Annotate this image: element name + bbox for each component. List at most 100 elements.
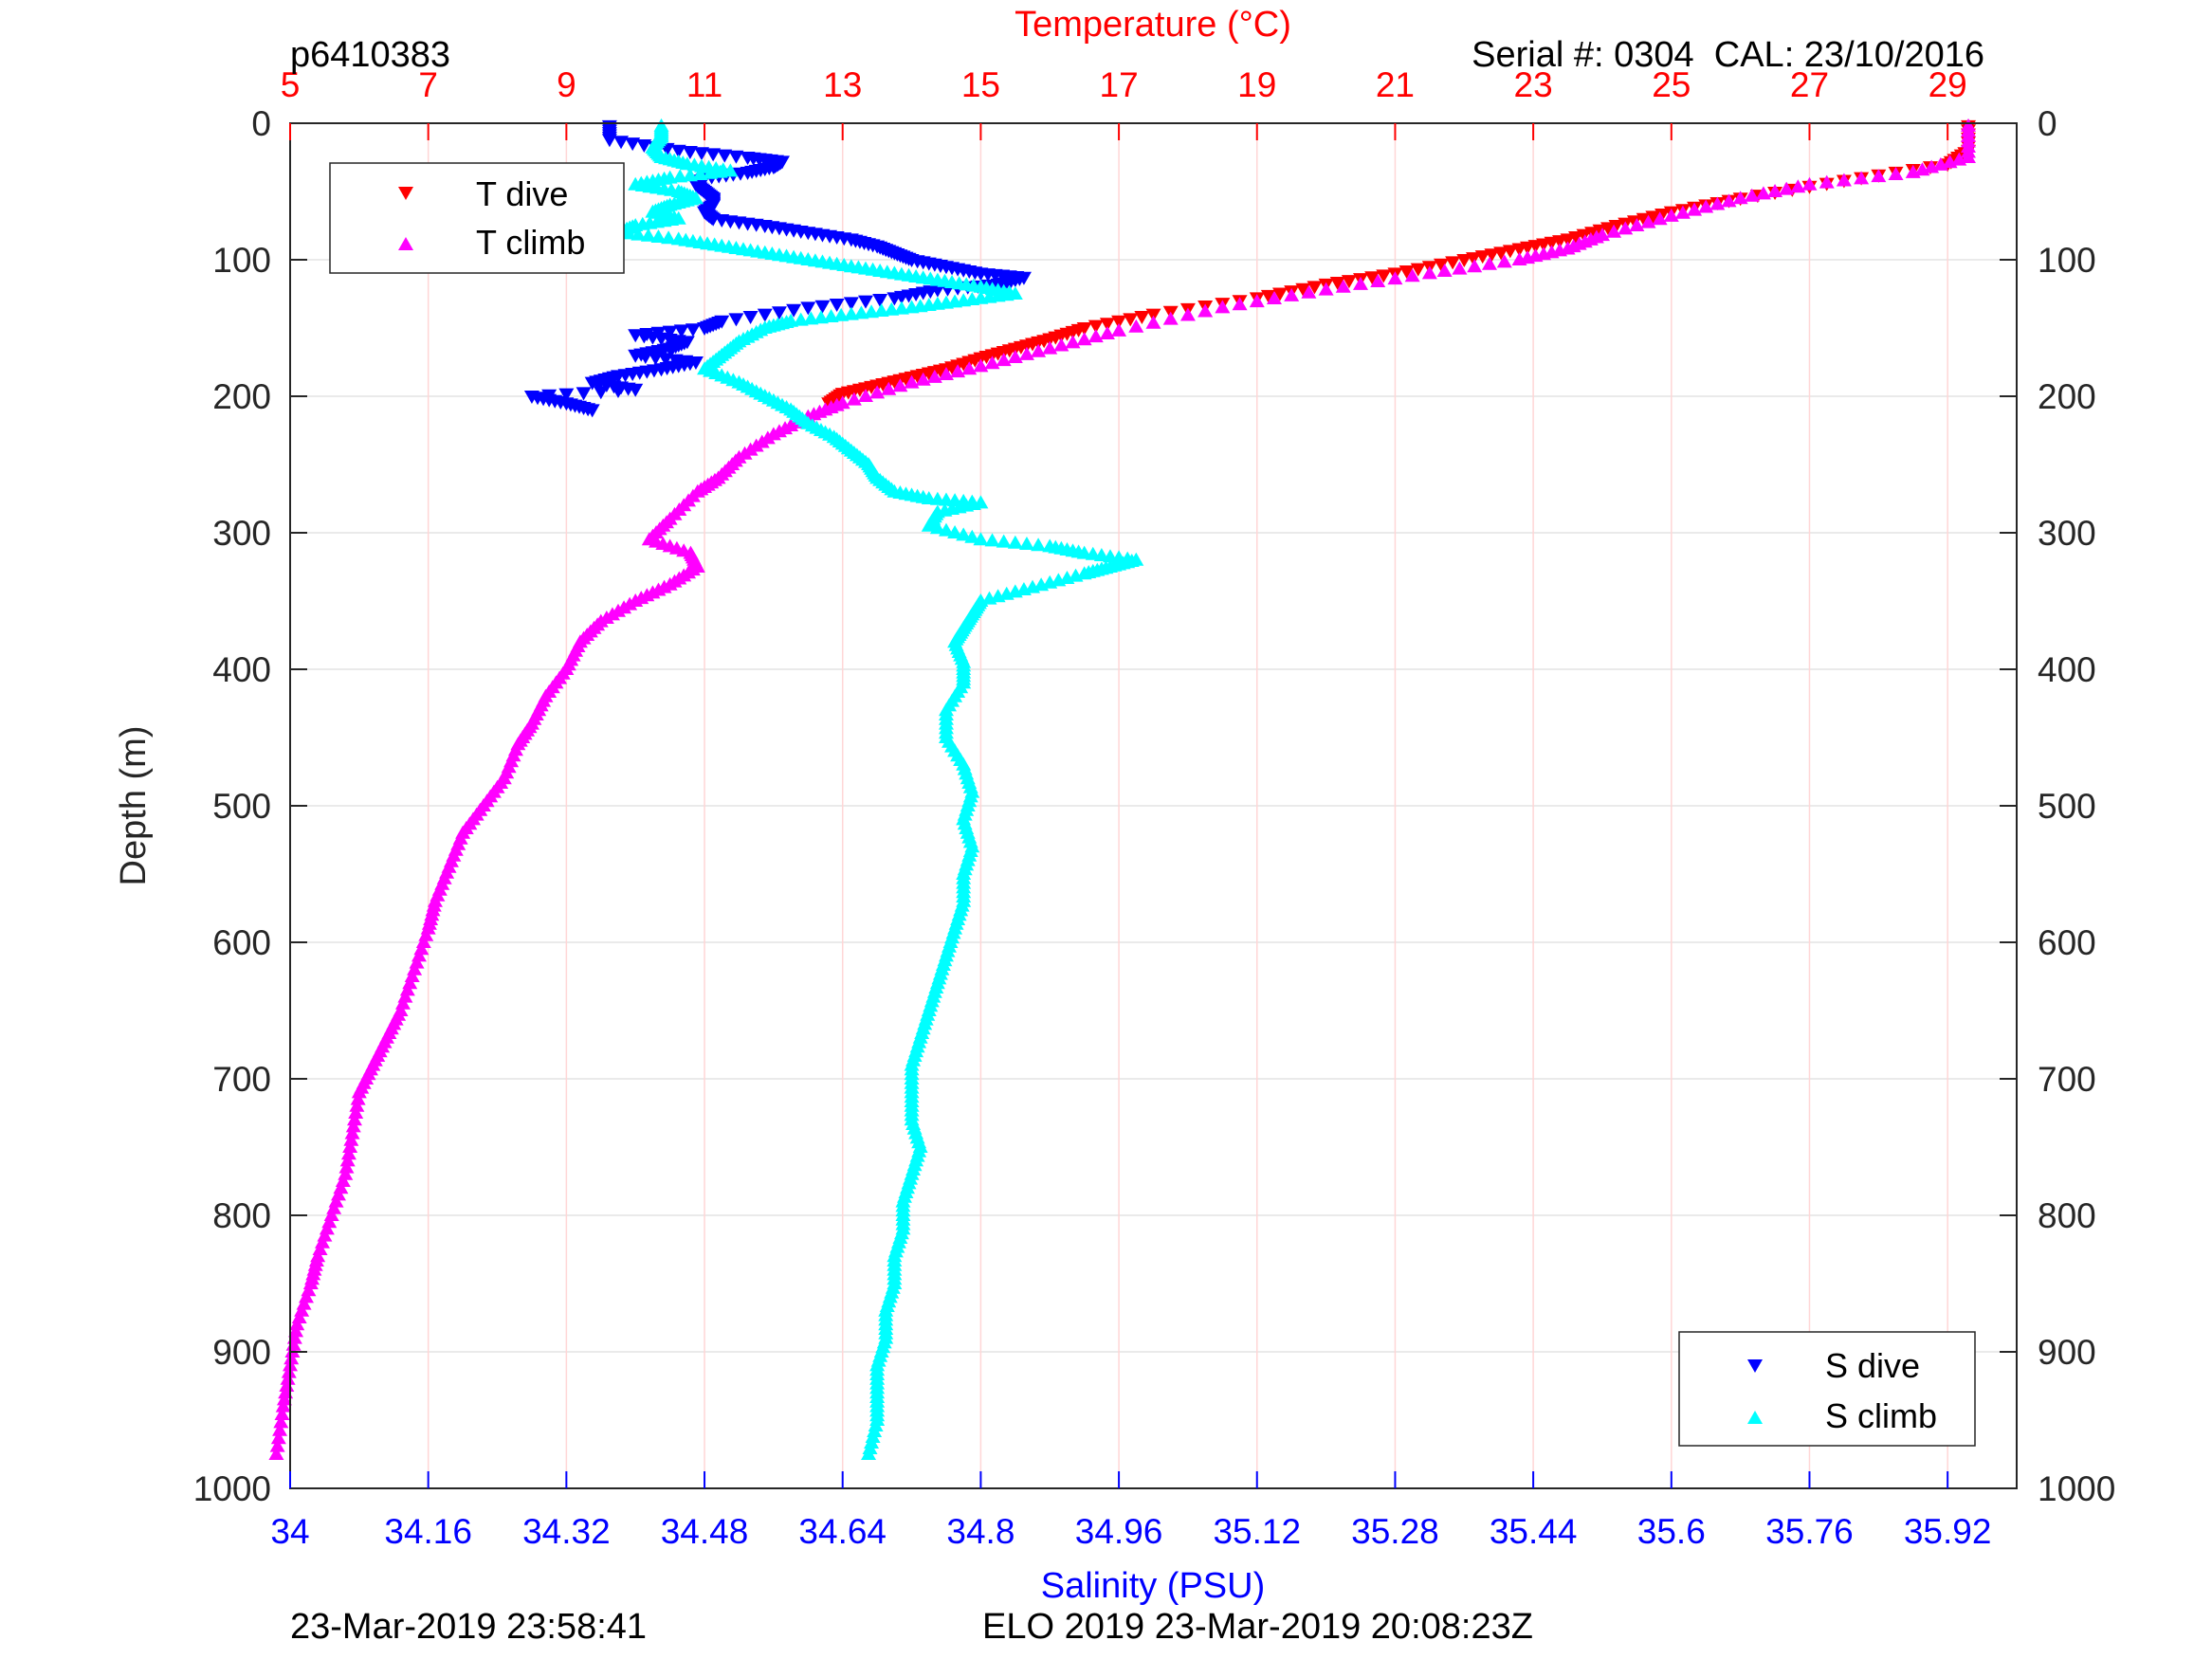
t-climb-marker xyxy=(1128,319,1144,333)
t-climb-marker xyxy=(1606,224,1622,238)
depth-tick-label-right: 1000 xyxy=(2038,1469,2115,1508)
depth-tick-label-right: 100 xyxy=(2038,241,2096,280)
temperature-legend-box xyxy=(329,162,625,274)
t-dive-marker xyxy=(1341,275,1357,289)
t-climb-marker xyxy=(1801,176,1818,191)
t-climb-marker xyxy=(1197,303,1214,318)
t-climb-marker xyxy=(846,392,862,406)
t-dive-marker xyxy=(1434,258,1449,272)
t-climb-marker xyxy=(1179,307,1196,321)
s-climb-marker xyxy=(793,312,809,326)
s-dive-marker xyxy=(628,383,644,397)
t-climb-marker xyxy=(1007,349,1023,363)
t-dive-marker xyxy=(821,397,837,411)
depth-tick-label-left: 200 xyxy=(212,377,271,416)
s-climb-marker xyxy=(1007,584,1023,598)
t-climb-marker xyxy=(961,361,978,375)
series-t-climb xyxy=(268,118,1977,1460)
t-climb-marker xyxy=(1779,181,1795,195)
t-climb-marker xyxy=(1404,268,1420,283)
s-climb-marker xyxy=(864,304,880,319)
t-dive-marker xyxy=(1445,256,1461,270)
t-climb-marker xyxy=(1914,162,1930,176)
temperature-tick-label: 5 xyxy=(281,65,301,104)
depth-tick-label-left: 0 xyxy=(251,104,271,143)
t-dive-marker xyxy=(1329,277,1345,290)
t-climb-marker xyxy=(289,1317,305,1331)
t-climb-marker xyxy=(1099,326,1115,339)
t-climb-marker xyxy=(351,1085,367,1099)
depth-tick-label-right: 500 xyxy=(2038,787,2096,826)
s-dive-marker xyxy=(697,322,713,336)
s-climb-marker xyxy=(661,230,677,245)
s-dive-marker xyxy=(800,301,816,316)
depth-tick-label-right: 700 xyxy=(2038,1060,2096,1099)
t-dive-marker xyxy=(1111,315,1127,329)
s-climb-legend-marker xyxy=(1747,1411,1763,1424)
s-dive-marker xyxy=(786,303,802,318)
s-climb-marker xyxy=(640,228,656,242)
s-climb-marker xyxy=(833,307,850,321)
t-climb-marker xyxy=(350,1091,366,1105)
t-climb-marker xyxy=(1744,188,1760,202)
t-dive-marker xyxy=(1398,265,1415,279)
mission-timestamp-label: ELO 2019 23-Mar-2019 20:08:23Z xyxy=(982,1607,1533,1647)
t-climb-marker xyxy=(1249,294,1265,308)
t-climb-marker xyxy=(892,378,908,392)
s-climb-marker xyxy=(823,309,839,322)
temperature-tick-label: 27 xyxy=(1790,65,1829,104)
t-climb-marker xyxy=(1836,173,1852,187)
t-climb-marker xyxy=(1652,211,1668,226)
t-climb-marker xyxy=(340,1146,356,1160)
depth-tick-label-left: 900 xyxy=(212,1333,271,1372)
t-climb-marker xyxy=(274,1407,290,1420)
s-dive-marker xyxy=(705,148,722,162)
t-climb-marker xyxy=(342,1139,358,1153)
t-climb-marker xyxy=(1721,193,1737,208)
s-dive-marker xyxy=(682,146,698,159)
t-dive-marker xyxy=(1272,287,1289,301)
t-climb-marker xyxy=(1284,287,1300,301)
salinity-tick-label: 34 xyxy=(270,1512,309,1551)
serial-calibration-label: Serial #: 0304 CAL: 23/10/2016 xyxy=(1472,35,1984,75)
depth-tick-label-left: 700 xyxy=(212,1060,271,1099)
s-climb-marker xyxy=(703,165,719,179)
t-climb-marker xyxy=(339,1153,356,1167)
temperature-tick-label: 15 xyxy=(961,65,1000,104)
t-dive-marker xyxy=(1260,289,1276,303)
t-climb-marker xyxy=(1370,274,1386,288)
t-climb-marker xyxy=(1467,259,1483,273)
s-dive-marker xyxy=(843,297,859,311)
s-climb-marker xyxy=(947,525,963,538)
s-dive-marker xyxy=(576,387,592,401)
t-climb-marker xyxy=(1335,279,1351,293)
t-climb-marker xyxy=(1111,322,1127,337)
t-climb-marker xyxy=(1436,264,1453,277)
t-climb-marker xyxy=(1674,205,1691,219)
salinity-tick-label: 35.92 xyxy=(1904,1512,1992,1551)
salinity-legend: S dive S climb xyxy=(1678,1331,1976,1447)
t-climb-marker xyxy=(344,1125,360,1139)
s-dive-marker xyxy=(717,149,733,163)
t-climb-marker xyxy=(269,1438,285,1452)
s-dive-marker xyxy=(558,388,575,402)
t-climb-marker xyxy=(1088,329,1104,343)
s-climb-marker xyxy=(873,303,889,317)
t-climb-marker xyxy=(281,1364,297,1378)
s-climb-marker xyxy=(1051,573,1067,587)
t-climb-marker xyxy=(869,385,886,399)
t-climb-marker xyxy=(1961,150,1977,163)
t-climb-marker xyxy=(1755,186,1771,200)
depth-axis-title: Depth (m) xyxy=(114,726,154,886)
t-climb-marker xyxy=(881,381,897,395)
t-climb-marker xyxy=(1031,343,1047,357)
t-climb-marker xyxy=(1496,254,1512,268)
t-climb-marker xyxy=(1888,167,1904,180)
depth-tick-label-right: 900 xyxy=(2038,1333,2096,1372)
s-climb-marker xyxy=(1042,574,1058,589)
s-dive-legend-marker xyxy=(1747,1359,1763,1373)
s-climb-marker xyxy=(692,167,708,180)
t-climb-marker xyxy=(1871,169,1887,183)
t-climb-marker xyxy=(1698,199,1714,213)
depth-tick-label-left: 1000 xyxy=(193,1469,271,1508)
